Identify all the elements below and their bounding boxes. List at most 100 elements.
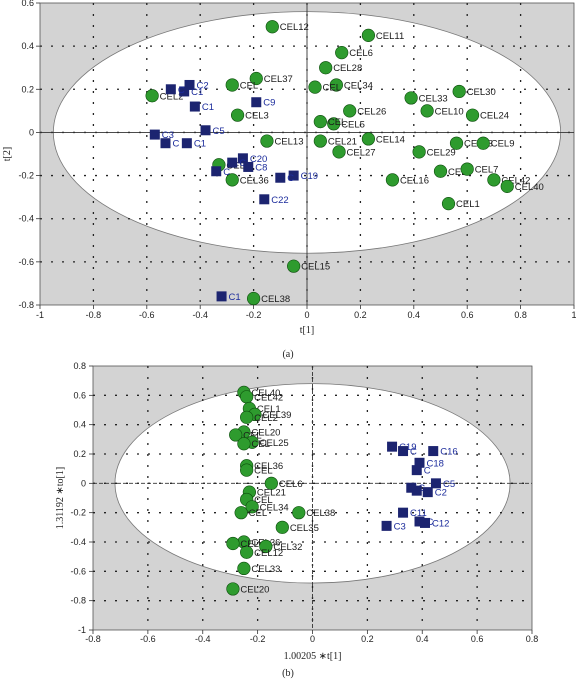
data-point-circle: [465, 108, 480, 122]
data-point-circle: [319, 61, 333, 75]
data-point-circle: [259, 539, 273, 554]
data-point-label: CEL1: [257, 404, 281, 415]
y-tick-label: -0.4: [70, 537, 86, 547]
data-point-circle: [260, 134, 274, 148]
data-point-circle: [245, 500, 259, 514]
data-point-label: C: [223, 167, 230, 178]
data-point-label: CEL11: [376, 31, 404, 42]
data-point-square: [411, 485, 422, 496]
x-tick-label: 0.8: [514, 310, 527, 320]
data-point-circle: [287, 259, 301, 273]
y-tick-label: -0.8: [18, 300, 34, 310]
data-point-square: [251, 97, 262, 108]
data-point-circle: [265, 20, 279, 34]
data-point-circle: [240, 463, 254, 477]
data-point-label: CEL42: [501, 175, 530, 186]
data-point-square: [381, 520, 392, 531]
x-axis-label: t[1]: [300, 325, 314, 336]
data-point-label: C20: [250, 154, 267, 165]
data-point-label: CEL3: [245, 111, 269, 122]
data-point-label: CEL38: [261, 294, 290, 305]
data-point-label: CEL40: [515, 182, 544, 193]
data-point-label: CEL33: [251, 564, 280, 575]
data-point-label: CEL: [254, 466, 272, 477]
data-point-label: C: [287, 173, 294, 184]
x-tick-label: 0.2: [361, 634, 374, 644]
data-point-label: C2: [435, 488, 447, 499]
x-tick-label: -0.2: [246, 310, 262, 320]
data-point-circle: [385, 173, 400, 187]
data-point-square: [387, 441, 398, 452]
data-point-circle: [240, 410, 254, 424]
data-point-circle: [145, 89, 159, 103]
data-point-circle: [313, 134, 327, 148]
data-point-label: C8: [255, 162, 267, 173]
data-point-label: CEL34: [260, 502, 289, 513]
data-point-label: CEL29: [427, 147, 456, 158]
data-point-circle: [449, 136, 464, 150]
data-point-circle: [476, 136, 490, 150]
data-point-label: CEL: [323, 83, 341, 94]
data-point-label: C1: [202, 102, 214, 113]
y-tick-label: -0.4: [18, 214, 34, 224]
y-tick-label: -0.6: [18, 257, 34, 267]
x-tick-label: -0.8: [85, 634, 101, 644]
data-point-circle: [404, 91, 418, 105]
data-point-circle: [460, 162, 474, 176]
data-point-circle: [343, 104, 357, 118]
data-point-label: C: [410, 447, 417, 458]
x-tick-label: 0.6: [471, 634, 484, 644]
data-point-label: CEL12: [254, 548, 283, 559]
data-point-square: [189, 101, 200, 112]
data-point-square: [428, 446, 439, 457]
y-tick-label: -0.2: [18, 171, 34, 181]
data-point-label: CEL7: [475, 165, 499, 176]
x-tick-label: 0.6: [461, 310, 474, 320]
x-tick-label: 0: [310, 634, 315, 644]
data-point-label: CEL1: [456, 199, 480, 210]
y-tick-label: 0.8: [73, 361, 86, 371]
data-point-label: C18: [427, 458, 444, 469]
data-point-label: CEL: [251, 439, 269, 450]
y-tick-label: -0.2: [70, 508, 86, 518]
x-tick-label: -0.8: [86, 310, 102, 320]
y-axis-label: 1.31192 ∗to[1]: [55, 467, 66, 529]
data-point-circle: [292, 506, 306, 520]
data-point-label: CEL24: [480, 111, 509, 122]
data-point-label: CEL2: [254, 413, 278, 424]
y-tick-label: 0: [81, 478, 86, 488]
data-point-label: CEL: [328, 117, 346, 128]
y-tick-label: 0.6: [21, 0, 34, 8]
data-point-circle: [225, 78, 239, 92]
data-point-circle: [412, 145, 426, 159]
data-point-label: CEL20: [240, 584, 269, 595]
data-point-label: CEL21: [328, 137, 357, 148]
data-point-circle: [313, 115, 327, 129]
data-point-circle: [420, 104, 434, 118]
data-point-square: [243, 161, 254, 172]
data-point-label: CEL32: [273, 542, 302, 553]
data-point-circle: [441, 197, 456, 211]
data-point-square: [422, 487, 433, 498]
data-point-circle: [264, 476, 278, 490]
data-point-label: C11: [410, 508, 427, 519]
data-point-label: CEL3: [448, 167, 472, 178]
data-point-square: [165, 84, 176, 95]
x-tick-label: 1: [571, 310, 576, 320]
x-tick-label: -0.4: [192, 310, 208, 320]
data-point-label: CEL30: [467, 87, 496, 98]
x-tick-label: -1: [36, 310, 44, 320]
data-point-label: CEL34: [344, 80, 373, 91]
data-point-square: [179, 86, 190, 97]
data-point-label: CEL5: [341, 119, 365, 130]
data-point-label: CEL40: [251, 388, 280, 399]
data-point-label: CEL12: [280, 22, 309, 33]
data-point-circle: [226, 582, 240, 596]
data-point-circle: [229, 428, 243, 442]
y-tick-label: 0.4: [73, 420, 86, 430]
data-point-label: C: [239, 158, 246, 169]
data-point-circle: [230, 108, 245, 122]
x-tick-label: -0.4: [195, 634, 211, 644]
y-axis-label: t[2]: [2, 147, 13, 161]
data-point-circle: [332, 145, 346, 159]
